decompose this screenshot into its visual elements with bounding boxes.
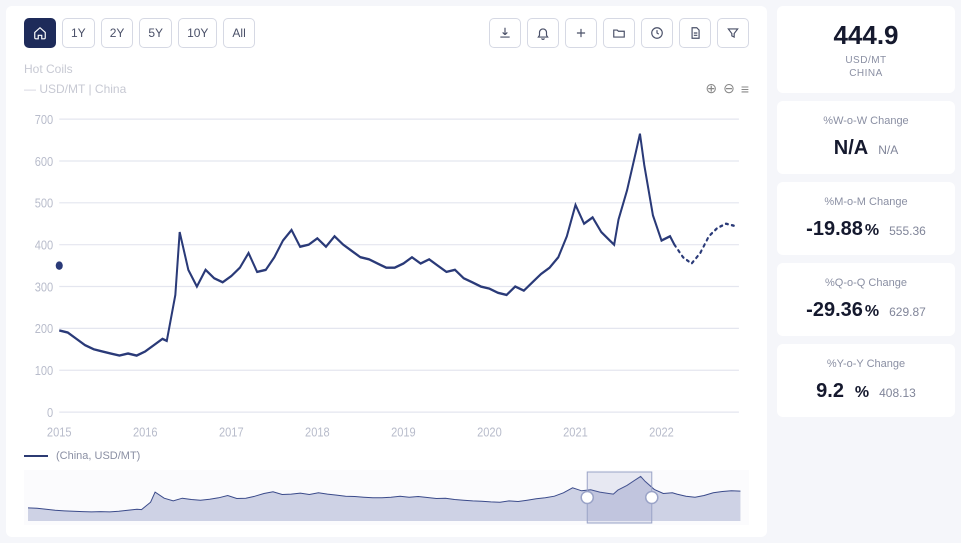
qoq-pct: % <box>865 303 879 320</box>
qoq-value: -29.36 <box>806 299 863 321</box>
chart-subtitle-text: USD/MT | China <box>39 82 126 96</box>
home-button[interactable] <box>24 18 56 48</box>
alert-button[interactable] <box>527 18 559 48</box>
range-group: 1Y 2Y 5Y 10Y All <box>24 18 255 48</box>
mom-pct: % <box>865 222 879 239</box>
document-button[interactable] <box>679 18 711 48</box>
svg-text:2022: 2022 <box>649 424 674 439</box>
filter-button[interactable] <box>717 18 749 48</box>
wow-sub: N/A <box>878 143 898 157</box>
chart-subtitle: — USD/MT | China <box>24 82 126 96</box>
yoy-card: %Y-o-Y Change 9.2 % 408.13 <box>777 344 955 417</box>
qoq-card: %Q-o-Q Change -29.36% 629.87 <box>777 263 955 336</box>
yoy-pct: % <box>855 384 869 401</box>
folder-icon <box>612 26 626 40</box>
svg-text:600: 600 <box>35 154 54 169</box>
menu-icon[interactable]: ≡ <box>741 81 749 97</box>
svg-text:100: 100 <box>35 363 54 378</box>
svg-text:2019: 2019 <box>391 424 416 439</box>
svg-text:700: 700 <box>35 112 54 127</box>
yoy-label: %Y-o-Y Change <box>787 358 945 370</box>
range-1y[interactable]: 1Y <box>62 18 95 48</box>
svg-text:2015: 2015 <box>47 424 72 439</box>
svg-text:2016: 2016 <box>133 424 158 439</box>
history-button[interactable] <box>641 18 673 48</box>
download-button[interactable] <box>489 18 521 48</box>
brush-area[interactable] <box>24 470 749 525</box>
svg-text:300: 300 <box>35 279 54 294</box>
yoy-value: 9.2 <box>816 380 844 402</box>
summary-card: 444.9 USD/MT CHINA <box>777 6 955 93</box>
mom-value: -19.88 <box>806 218 863 240</box>
svg-text:2021: 2021 <box>563 424 588 439</box>
range-2y[interactable]: 2Y <box>101 18 134 48</box>
wow-card: %W-o-W Change N/A N/A <box>777 101 955 174</box>
side-panel: 444.9 USD/MT CHINA %W-o-W Change N/A N/A… <box>777 6 955 537</box>
svg-text:2020: 2020 <box>477 424 502 439</box>
filter-icon <box>726 26 740 40</box>
yoy-sub: 408.13 <box>879 386 916 400</box>
summary-unit: USD/MT <box>787 55 945 66</box>
plus-icon <box>574 26 588 40</box>
chart-sub-row: — USD/MT | China ⊕ ⊖ ≡ <box>24 80 749 97</box>
download-icon <box>498 26 512 40</box>
summary-country: CHINA <box>787 68 945 79</box>
clock-icon <box>650 26 664 40</box>
action-group <box>489 18 749 48</box>
mom-sub: 555.36 <box>889 224 926 238</box>
folder-button[interactable] <box>603 18 635 48</box>
svg-text:2017: 2017 <box>219 424 244 439</box>
add-button[interactable] <box>565 18 597 48</box>
svg-text:0: 0 <box>47 405 53 420</box>
main-panel: 1Y 2Y 5Y 10Y All Hot Coils — USD/MT | Ch… <box>6 6 767 537</box>
wow-value: N/A <box>834 137 868 160</box>
document-icon <box>688 26 702 40</box>
zoom-in-icon[interactable]: ⊕ <box>705 80 717 97</box>
home-icon <box>33 26 47 40</box>
legend: (China, USD/MT) <box>24 450 749 462</box>
mini-controls: ⊕ ⊖ ≡ <box>705 80 749 97</box>
chart-title: Hot Coils <box>24 62 749 76</box>
range-10y[interactable]: 10Y <box>178 18 217 48</box>
bell-icon <box>536 26 550 40</box>
range-all[interactable]: All <box>223 18 254 48</box>
svg-text:200: 200 <box>35 321 54 336</box>
svg-text:400: 400 <box>35 238 54 253</box>
svg-text:500: 500 <box>35 196 54 211</box>
mom-card: %M-o-M Change -19.88% 555.36 <box>777 182 955 255</box>
summary-value: 444.9 <box>787 20 945 51</box>
qoq-label: %Q-o-Q Change <box>787 277 945 289</box>
wow-label: %W-o-W Change <box>787 115 945 127</box>
svg-text:2018: 2018 <box>305 424 330 439</box>
zoom-out-icon[interactable]: ⊖ <box>723 80 735 97</box>
chart-area[interactable]: 0 100 200 300 400 500 600 700 2015 2016 2017 2018 20… <box>24 107 749 446</box>
legend-swatch <box>24 455 48 457</box>
legend-text: (China, USD/MT) <box>56 450 140 462</box>
toolbar: 1Y 2Y 5Y 10Y All <box>24 18 749 48</box>
range-5y[interactable]: 5Y <box>139 18 172 48</box>
qoq-sub: 629.87 <box>889 305 926 319</box>
mom-label: %M-o-M Change <box>787 196 945 208</box>
